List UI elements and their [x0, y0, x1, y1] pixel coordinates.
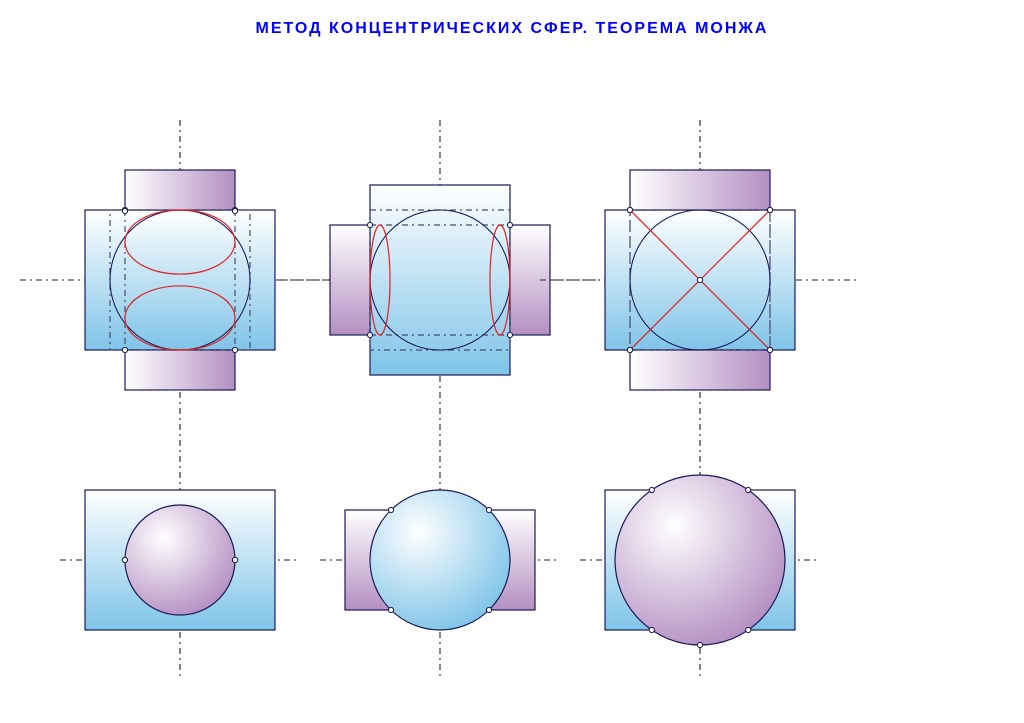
diagram-stage — [0, 0, 1024, 723]
